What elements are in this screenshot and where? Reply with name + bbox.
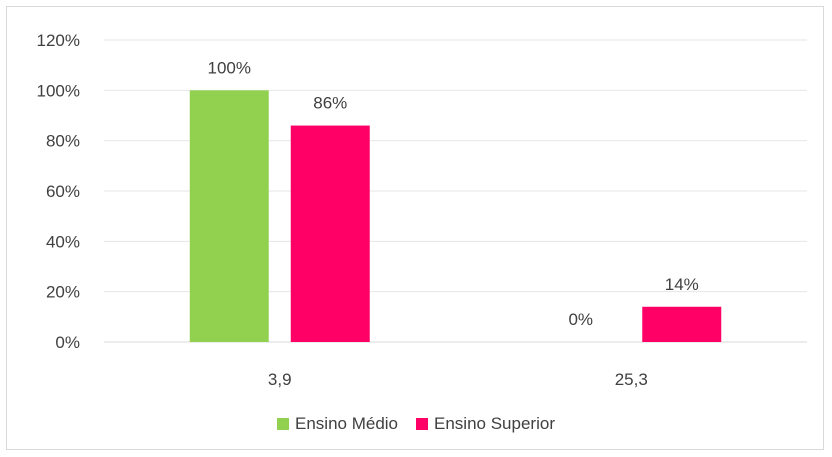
y-tick-label: 40% [46,232,80,251]
y-tick-label: 120% [37,31,80,50]
x-tick-label: 3,9 [268,370,292,389]
bar [290,125,370,342]
data-label: 0% [568,310,593,329]
x-tick-label: 25,3 [615,370,648,389]
legend-label-ensino-medio: Ensino Médio [295,414,399,433]
y-tick-label: 20% [46,283,80,302]
legend-item-ensino-medio: Ensino Médio [277,414,398,434]
y-tick-label: 100% [37,81,80,100]
legend-item-ensino-superior: Ensino Superior [416,414,555,434]
bars [189,90,722,342]
y-tick-label: 60% [46,182,80,201]
legend-swatch-ensino-superior [416,418,429,430]
legend-swatch-ensino-medio [277,418,289,430]
y-axis-ticks: 0% 20% 40% 60% 80% 100% 120% [37,31,80,352]
data-label: 86% [313,94,347,113]
legend-label-ensino-superior: Ensino Superior [434,414,555,433]
y-tick-label: 0% [55,333,80,352]
data-label: 100% [208,58,251,77]
chart-frame [6,6,824,450]
legend: Ensino Médio Ensino Superior [0,414,832,434]
data-label: 14% [665,275,699,294]
bar [642,306,722,342]
x-axis-ticks: 3,9 25,3 [268,370,648,389]
bar [189,90,269,342]
y-tick-label: 80% [46,132,80,151]
data-labels: 100% 86% 0% 14% [208,58,699,329]
